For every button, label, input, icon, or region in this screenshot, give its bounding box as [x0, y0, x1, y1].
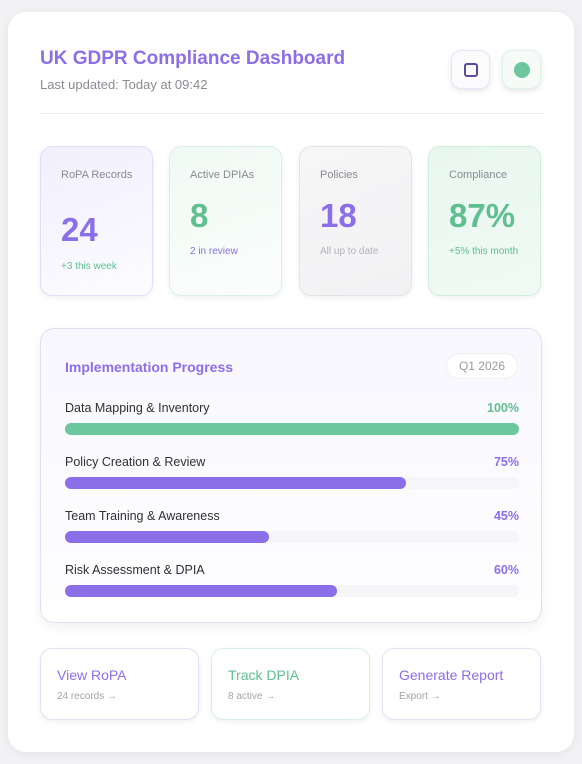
stat-label: Compliance: [449, 169, 508, 181]
progress-track: [65, 423, 519, 435]
progress-label: Policy Creation & Review: [65, 455, 206, 469]
stat-value: 87%: [449, 197, 516, 234]
header-divider: [40, 113, 544, 114]
stat-card-compliance[interactable]: Compliance 87% +5% this month: [428, 146, 541, 296]
progress-bar-fill: [65, 531, 270, 543]
generate-report-button[interactable]: Generate Report Export →: [382, 648, 541, 720]
stat-value: 24: [61, 211, 98, 248]
progress-item: Data Mapping & Inventory 100%: [65, 401, 519, 441]
action-title: View RoPA: [57, 667, 127, 683]
last-updated-text: Last updated: Today at 09:42: [40, 77, 208, 92]
progress-percent: 100%: [487, 401, 519, 415]
progress-item: Team Training & Awareness 45%: [65, 509, 519, 549]
track-dpia-button[interactable]: Track DPIA 8 active →: [211, 648, 370, 720]
implementation-progress-panel: Implementation Progress Q1 2026 Data Map…: [40, 328, 542, 623]
action-title: Track DPIA: [228, 667, 300, 683]
stat-card-policies[interactable]: Policies 18 All up to date: [299, 146, 412, 296]
stat-sub: 2 in review: [190, 246, 238, 257]
stat-sub: +3 this week: [61, 261, 117, 272]
progress-label: Data Mapping & Inventory: [65, 401, 210, 415]
action-title: Generate Report: [399, 667, 504, 683]
progress-bar-fill: [65, 477, 406, 489]
stat-card-ropa[interactable]: RoPA Records 24 +3 this week: [40, 146, 153, 296]
page-title: UK GDPR Compliance Dashboard: [40, 48, 346, 69]
square-toggle-button[interactable]: [451, 50, 490, 89]
status-dot-button[interactable]: [502, 50, 541, 89]
stat-card-dpia[interactable]: Active DPIAs 8 2 in review: [169, 146, 282, 296]
progress-track: [65, 531, 519, 543]
progress-label: Risk Assessment & DPIA: [65, 563, 205, 577]
action-sub: 24 records →: [57, 691, 118, 702]
stat-label: Policies: [320, 169, 358, 181]
progress-percent: 60%: [493, 563, 519, 577]
stat-sub: +5% this month: [449, 246, 519, 257]
progress-percent: 45%: [493, 509, 519, 523]
progress-percent: 75%: [493, 455, 519, 469]
action-sub: 8 active →: [228, 691, 276, 702]
quarter-badge: Q1 2026: [446, 353, 518, 379]
stat-value: 8: [190, 197, 209, 234]
progress-track: [65, 585, 519, 597]
progress-track: [65, 477, 519, 489]
green-dot-icon: [513, 61, 530, 78]
progress-bar-fill: [65, 423, 519, 435]
progress-bar-fill: [65, 585, 338, 597]
stat-sub: All up to date: [320, 246, 379, 257]
progress-item: Risk Assessment & DPIA 60%: [65, 563, 519, 603]
progress-label: Team Training & Awareness: [65, 509, 220, 523]
stat-label: Active DPIAs: [190, 169, 255, 181]
stat-label: RoPA Records: [61, 169, 133, 181]
square-outline-icon: [463, 62, 478, 77]
action-sub: Export →: [399, 691, 441, 702]
view-ropa-button[interactable]: View RoPA 24 records →: [40, 648, 199, 720]
progress-title: Implementation Progress: [65, 359, 234, 375]
dashboard-card: UK GDPR Compliance Dashboard Last update…: [8, 12, 574, 752]
stat-value: 18: [320, 197, 357, 234]
progress-item: Policy Creation & Review 75%: [65, 455, 519, 495]
